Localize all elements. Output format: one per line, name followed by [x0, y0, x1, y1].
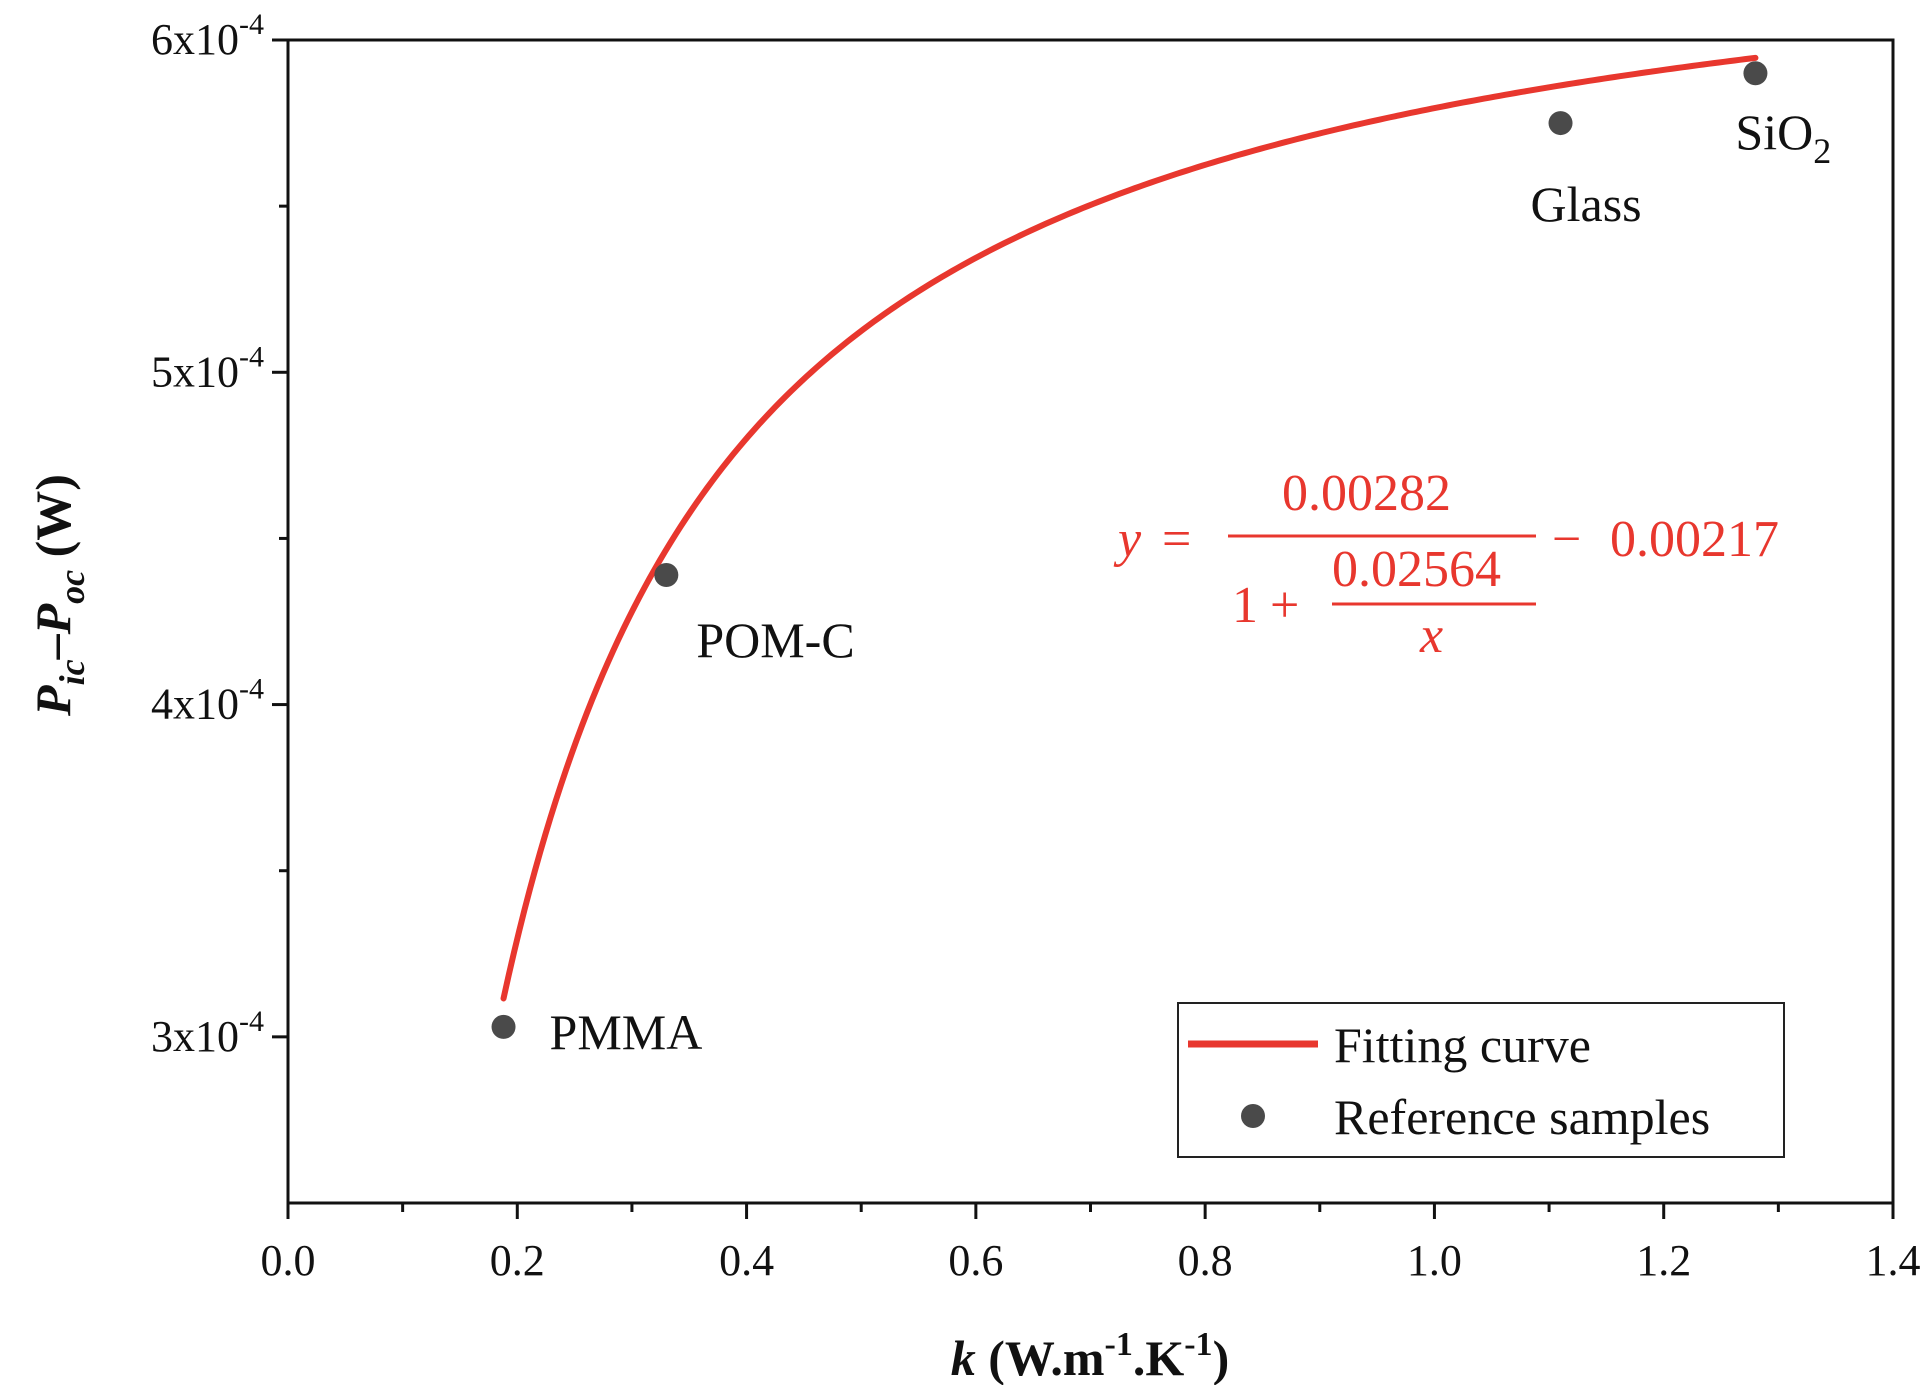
eq-plus: + [1270, 577, 1299, 634]
x-title-exp-b: -1 [1184, 1326, 1212, 1363]
legend-entry-reference-samples: Reference samples [1334, 1089, 1710, 1145]
point-label: POM-C [696, 612, 854, 668]
eq-constant: 0.00217 [1610, 511, 1779, 568]
x-title-exp-a: -1 [1105, 1326, 1133, 1363]
y-title-p2: P [25, 603, 81, 635]
x-tick-label: 0.0 [261, 1236, 316, 1285]
x-title-symbol: k [951, 1330, 976, 1385]
y-title-sub1: ic [52, 659, 92, 685]
x-tick-label: 1.2 [1636, 1236, 1691, 1285]
eq-minus: − [1552, 511, 1581, 568]
legend-entry-fitting-curve: Fitting curve [1334, 1017, 1591, 1073]
eq-numerator: 0.00282 [1282, 465, 1451, 522]
y-title-p1: P [25, 685, 81, 717]
y-axis-title: Pic–Poc (W) [25, 474, 92, 717]
x-axis-title: k (W.m-1.K-1) [951, 1326, 1229, 1385]
x-tick-label: 1.0 [1407, 1236, 1462, 1285]
x-tick-label: 0.6 [948, 1236, 1003, 1285]
x-title-unit-b: .K [1133, 1330, 1185, 1385]
data-point [492, 1015, 516, 1039]
x-tick-label: 1.4 [1866, 1236, 1921, 1285]
x-tick-label: 0.8 [1178, 1236, 1233, 1285]
legend-marker-swatch [1241, 1104, 1265, 1128]
eq-inner-denominator: x [1419, 607, 1443, 664]
x-tick-label: 0.4 [719, 1236, 774, 1285]
y-tick-label: 6x10-4 [151, 8, 264, 64]
data-point [1743, 61, 1767, 85]
point-label: SiO2 [1735, 104, 1831, 171]
y-title-dash: – [25, 633, 81, 660]
point-labels-layer: PMMA POM-C Glass SiO2 [550, 104, 1832, 1060]
data-point [654, 563, 678, 587]
equation-annotation: y = 0.00282 1 + 0.02564 x − 0.00217 [1113, 465, 1779, 664]
data-point [1549, 111, 1573, 135]
point-label: PMMA [550, 1004, 703, 1060]
eq-lhs: y [1113, 511, 1142, 568]
point-label: Glass [1531, 176, 1642, 232]
eq-equals: = [1162, 511, 1191, 568]
y-title-sub2: oc [52, 570, 92, 604]
x-title-unit-c: ) [1213, 1330, 1230, 1385]
eq-inner-numerator: 0.02564 [1332, 541, 1501, 598]
x-title-unit-a: (W.m [976, 1330, 1105, 1385]
y-tick-label: 4x10-4 [151, 673, 264, 729]
y-title-unit: (W) [25, 474, 81, 570]
eq-one: 1 [1232, 577, 1258, 634]
x-tick-label: 0.2 [490, 1236, 545, 1285]
y-tick-label: 3x10-4 [151, 1005, 264, 1061]
legend: Fitting curve Reference samples [1178, 1003, 1784, 1157]
y-tick-label: 5x10-4 [151, 340, 264, 396]
